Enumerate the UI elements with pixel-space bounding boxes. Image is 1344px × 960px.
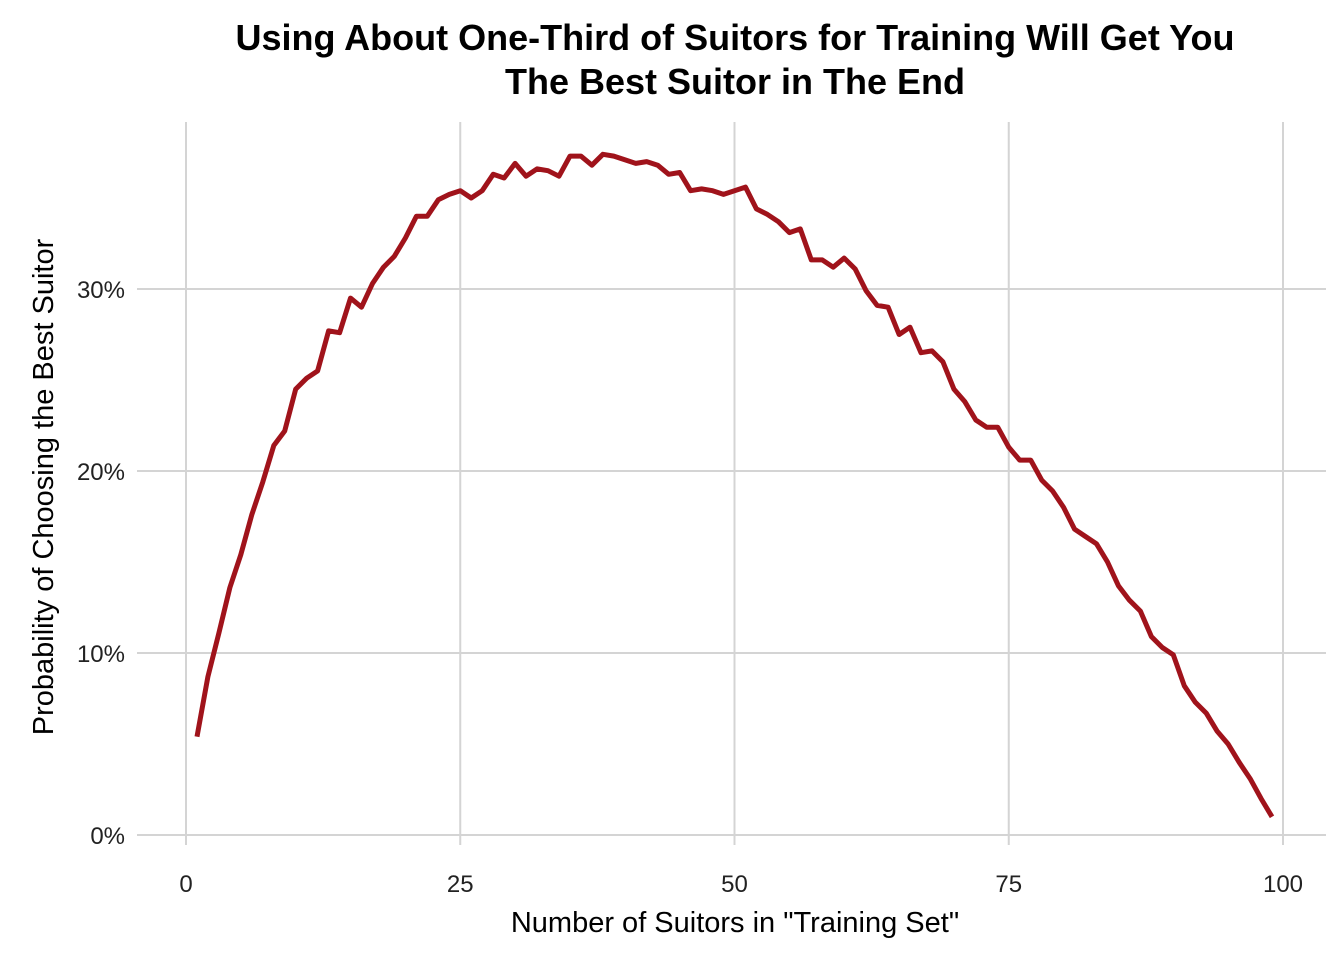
- x-tick-label: 0: [179, 871, 192, 898]
- y-axis-title: Probability of Choosing the Best Suitor: [28, 238, 60, 735]
- tick-labels: 0 25 50 75 100 0% 10% 20% 30%: [77, 277, 1303, 898]
- series-line: [194, 151, 1275, 819]
- y-tick-label: 10%: [77, 641, 125, 668]
- y-tick-label: 0%: [90, 823, 125, 850]
- chart-title-line-1: Using About One-Third of Suitors for Tra…: [236, 17, 1235, 58]
- series-layer: [194, 151, 1275, 819]
- y-tick-label: 20%: [77, 459, 125, 486]
- y-tick-label: 30%: [77, 277, 125, 304]
- x-tick-label: 25: [447, 871, 474, 898]
- gridlines: [137, 122, 1326, 845]
- chart-title-line-2: The Best Suitor in The End: [505, 61, 965, 102]
- chart-title: Using About One-Third of Suitors for Tra…: [236, 17, 1235, 102]
- x-tick-label: 100: [1263, 871, 1303, 898]
- x-tick-label: 75: [995, 871, 1022, 898]
- x-tick-label: 50: [721, 871, 748, 898]
- x-axis-title: Number of Suitors in "Training Set": [511, 907, 959, 939]
